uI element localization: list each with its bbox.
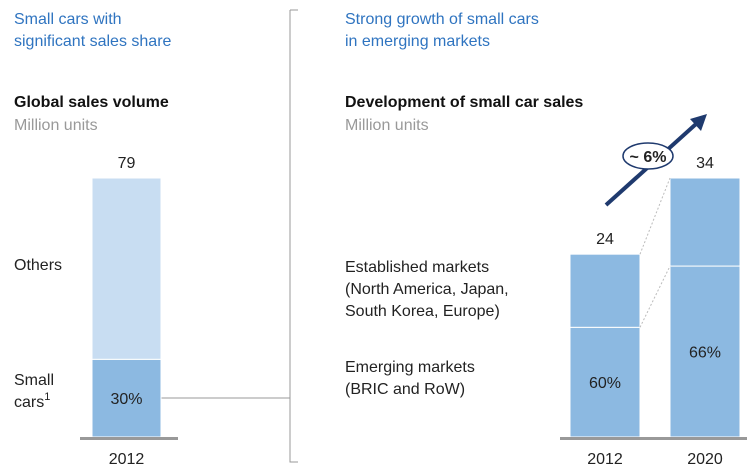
annotation: ~ 6% (630, 149, 667, 166)
guide (639, 265, 671, 328)
annotation-bubble (622, 142, 674, 170)
legend-label: Small cars1 (14, 372, 54, 411)
chart-subtitle: Million units (345, 117, 429, 134)
legend-label: Established markets (North America, Japan… (345, 259, 509, 320)
total-label: 79 (118, 155, 136, 172)
x-tick-label: 2012 (587, 451, 623, 468)
footnote-marker: 1 (44, 391, 50, 403)
chart-subtitle: Million units (14, 117, 98, 134)
guide (639, 177, 671, 255)
x-tick-label: 2012 (109, 451, 145, 468)
total-label: 24 (596, 231, 614, 248)
bar-segment (569, 253, 641, 328)
value-label: 30% (110, 391, 142, 408)
bar-segment (669, 177, 741, 267)
legend-label: Others (14, 257, 62, 274)
total-label: 34 (696, 155, 714, 172)
chart-title: Global sales volume (14, 94, 169, 111)
header: Small cars with significant sales share (14, 11, 172, 50)
bracket (289, 9, 298, 463)
legend-label: Emerging markets (BRIC and RoW) (345, 359, 475, 398)
bar-segment (669, 265, 741, 438)
arrow-head (690, 114, 707, 131)
bar-segment (91, 177, 162, 360)
value-label: 66% (689, 345, 721, 362)
chart-title: Development of small car sales (345, 94, 583, 111)
value-label: 60% (589, 375, 621, 392)
x-tick-label: 2020 (687, 451, 723, 468)
header: Strong growth of small cars in emerging m… (345, 11, 539, 50)
